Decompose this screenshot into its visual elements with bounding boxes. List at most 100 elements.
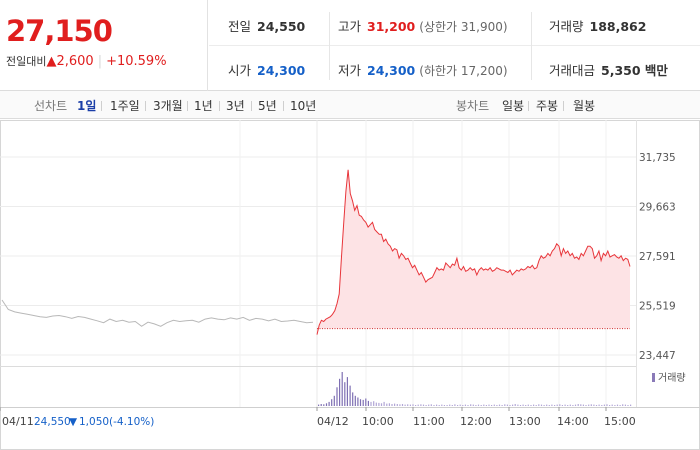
candle-monthly[interactable]: 월봉 (573, 99, 596, 113)
open-cell: 시가 24,300 (228, 60, 305, 79)
x-tick-label: 04/12 (317, 415, 349, 428)
volume-bar (420, 404, 422, 406)
price-series (1, 169, 631, 335)
stock-summary: 27,150 전일대비▲2,600 | +10.59% 전일 24,550 고가 31,… (0, 0, 700, 91)
volume-bar (470, 404, 472, 406)
up-triangle-icon: ▲ (46, 54, 57, 69)
x-tick-label: 13:00 (509, 415, 541, 428)
amount-cell: 거래대금 5,350 백만 (549, 60, 668, 79)
volume-bar (417, 404, 419, 406)
volume-bar (346, 377, 348, 406)
volume-bar (386, 403, 388, 406)
volume-bar (514, 404, 516, 406)
candle-chart-label: 봉차트 (456, 99, 490, 113)
volume-bar (517, 404, 519, 406)
volume-bar (619, 405, 621, 406)
volume-bar (341, 372, 343, 406)
volume-bar (328, 401, 330, 406)
volume-bar (551, 404, 553, 406)
period-3month[interactable]: 3개월 (153, 99, 183, 113)
divider (219, 101, 220, 111)
volume-bar (548, 405, 550, 406)
volume-bar (593, 404, 595, 406)
period-3year[interactable]: 3년 (226, 99, 245, 113)
y-tick-label: 31,735 (639, 152, 676, 164)
candle-daily[interactable]: 일봉 (502, 99, 525, 113)
volume-bar (522, 404, 524, 406)
volume-bar (449, 404, 451, 406)
volume-bar (527, 404, 529, 406)
open-value: 24,300 (257, 63, 306, 78)
volume-bar (491, 405, 493, 406)
volume-bar (590, 404, 592, 406)
volume-bar (477, 404, 480, 406)
volume-bar (425, 405, 427, 406)
volume-bar (378, 402, 380, 406)
volume-bar (574, 404, 577, 406)
volume-bar (436, 404, 438, 406)
volume-cell: 거래량 188,862 (549, 16, 646, 35)
volume-bar (407, 404, 409, 406)
period-10year[interactable]: 10년 (290, 99, 317, 113)
period-1week[interactable]: 1주일 (110, 99, 140, 113)
period-1day[interactable]: 1일 (77, 99, 97, 113)
prev-day-rate: (-4.10%) (109, 416, 154, 428)
y-tick-label: 27,591 (639, 251, 676, 263)
change-rate: +10.59% (106, 54, 167, 69)
volume-bar (512, 404, 514, 406)
prev-close-label: 전일 (228, 19, 252, 34)
lower-limit: (하한가 17,200) (419, 64, 508, 78)
period-1year[interactable]: 1년 (194, 99, 213, 113)
volume-bar (540, 404, 543, 406)
volume-bar (627, 405, 629, 406)
volume-bar (325, 403, 328, 406)
volume-bar (339, 378, 341, 406)
volume-bar (582, 404, 584, 406)
prev-day-close: 24,550 (34, 416, 71, 428)
prev-day-change: 1,050 (79, 416, 109, 428)
volume-bar (585, 405, 587, 406)
intraday-chart: 31,735 29,663 27,591 25,519 23,447 04/11 04/1… (0, 120, 700, 450)
volume-bar (333, 395, 335, 406)
current-price-box: 27,150 전일대비▲2,600 | +10.59% (0, 0, 208, 91)
volume-bar (564, 404, 566, 406)
current-price: 27,150 (6, 14, 113, 48)
volume-bar (344, 382, 346, 406)
column-divider (329, 12, 330, 80)
upper-limit: (상한가 31,900) (419, 20, 508, 34)
price-change-line: 전일대비▲2,600 | +10.59% (6, 53, 167, 69)
volume-bar (598, 404, 600, 406)
low-label: 저가 (338, 63, 362, 78)
x-axis: 04/11 04/12 10:00 11:00 12:00 13:00 14:00 15:00 (0, 366, 700, 428)
period-5year[interactable]: 5년 (258, 99, 277, 113)
volume-bar (483, 404, 485, 406)
volume-bar (559, 404, 561, 406)
volume-label: 거래량 (549, 19, 584, 34)
row-divider (209, 45, 700, 46)
volume-bar (370, 401, 372, 406)
volume-bar (394, 403, 396, 406)
volume-bar (391, 404, 393, 406)
volume-bar (601, 405, 603, 406)
y-axis-labels: 31,735 29,663 27,591 25,519 23,447 (639, 152, 676, 362)
volume-bar (433, 405, 435, 406)
separator: | (97, 54, 103, 69)
volume-bar (454, 404, 456, 406)
candle-weekly[interactable]: 주봉 (536, 99, 559, 113)
volume-bar (577, 404, 579, 406)
volume-bar (438, 405, 440, 406)
volume-bar (383, 401, 385, 406)
period-selector-bar: 선차트 1일 1주일 3개월 1년 3년 5년 10년 봉차트 일봉 주봉 월봉 (0, 91, 700, 119)
volume-bar (320, 404, 322, 406)
high-cell: 고가 31,200 (상한가 31,900) (338, 16, 508, 35)
low-cell: 저가 24,300 (하한가 17,200) (338, 60, 508, 79)
volume-bar (336, 387, 338, 406)
volume-bar (614, 405, 616, 406)
volume-bar (519, 405, 522, 406)
volume-bar (349, 385, 351, 406)
volume-bar (488, 404, 490, 406)
x-tick-label: 12:00 (460, 415, 492, 428)
volume-bar (357, 397, 359, 406)
volume-bar (318, 404, 320, 406)
